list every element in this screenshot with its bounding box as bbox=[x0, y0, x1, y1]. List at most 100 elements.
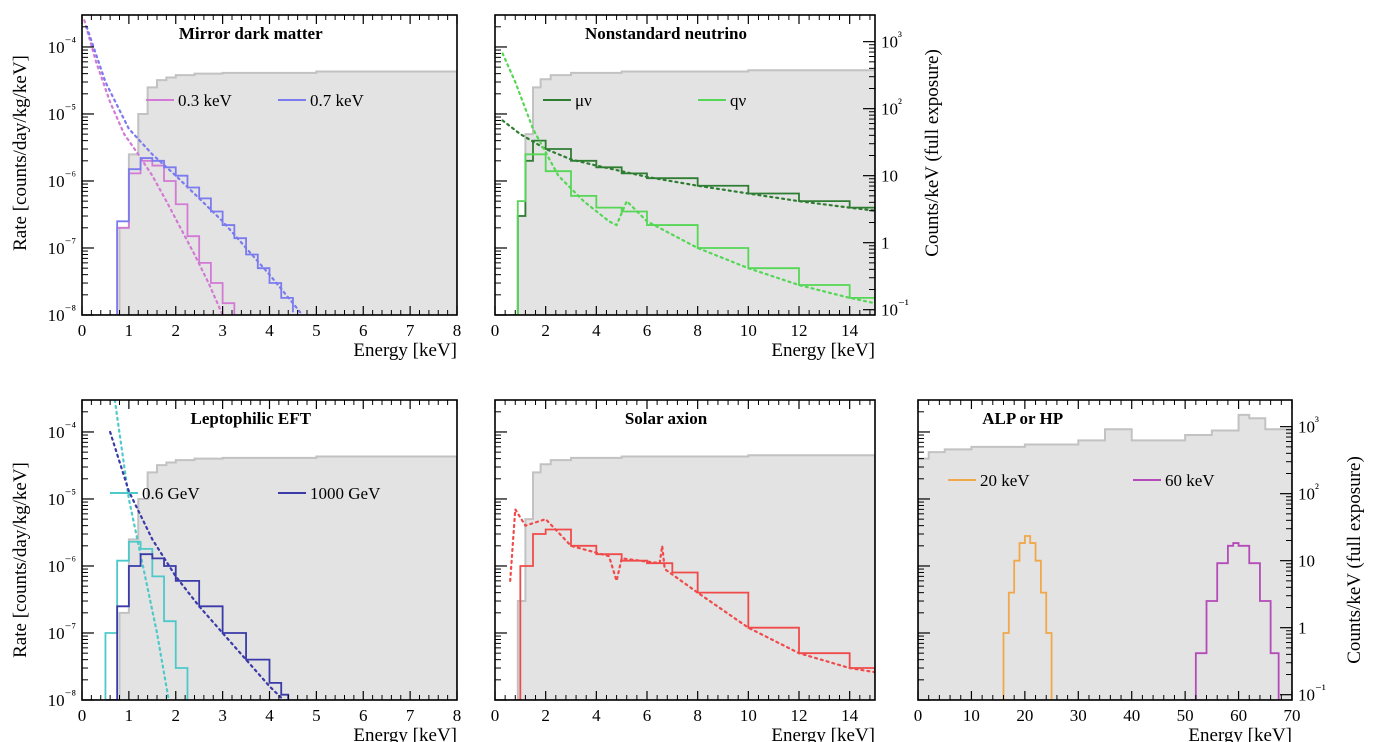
x-tick-label: 4 bbox=[592, 706, 601, 725]
x-tick-label: 7 bbox=[406, 321, 415, 340]
legend-label-0-3-kev: 0.3 keV bbox=[178, 91, 233, 110]
x-tick-label: 50 bbox=[1177, 706, 1194, 725]
x-tick-label: 2 bbox=[172, 706, 181, 725]
y-right-tick-label-base: 10 bbox=[881, 301, 898, 320]
y-tick-label-exp: ⁻⁵ bbox=[65, 486, 76, 501]
y-tick-label-exp: ⁻⁴ bbox=[65, 419, 77, 434]
x-tick-label: 8 bbox=[453, 321, 462, 340]
series-0-3-kev-histogram bbox=[116, 159, 236, 315]
series-0-3-kev-model bbox=[83, 19, 224, 315]
y-tick-label-exp: ⁻⁴ bbox=[65, 34, 77, 49]
series-1000-gev-histogram bbox=[105, 553, 290, 700]
x-tick-label: 12 bbox=[791, 321, 808, 340]
legend-label-20-kev: 20 keV bbox=[980, 471, 1030, 490]
legend-label-0-7-kev: 0.7 keV bbox=[310, 91, 365, 110]
panel-title: ALP or HP bbox=[982, 409, 1063, 428]
x-tick-label: 6 bbox=[643, 321, 652, 340]
x-axis-label: Energy [keV] bbox=[771, 725, 875, 742]
x-axis-label: Energy [keV] bbox=[353, 340, 457, 361]
ylabel-right-bottom: Counts/keV (full exposure) bbox=[1344, 456, 1365, 664]
plot-area bbox=[918, 413, 1292, 700]
y-tick-label: 10⁻⁷ bbox=[48, 235, 76, 258]
series-60-kev-histogram bbox=[1190, 542, 1280, 700]
x-tick-label: 3 bbox=[218, 321, 227, 340]
series-0-6-gev-histogram bbox=[104, 540, 189, 700]
y-right-tick-label: 10² bbox=[881, 96, 902, 119]
y-right-tick-label-base: 10 bbox=[1298, 485, 1315, 504]
y-right-tick-label-exp: ⁻¹ bbox=[1315, 682, 1326, 697]
background-spectrum bbox=[495, 454, 875, 700]
background-spectrum bbox=[918, 413, 1292, 700]
x-tick-label: 5 bbox=[312, 321, 321, 340]
y-tick-label: 10⁻⁵ bbox=[48, 101, 76, 124]
y-tick-label-exp: ⁻⁶ bbox=[65, 553, 76, 568]
legend-label-60-kev: 60 keV bbox=[1165, 471, 1215, 490]
y-tick-label-base: 10 bbox=[48, 172, 65, 191]
y-tick-label: 10⁻⁶ bbox=[48, 553, 76, 576]
y-right-tick-label: 10² bbox=[1298, 481, 1319, 504]
y-tick-label: 10⁻⁷ bbox=[48, 620, 76, 643]
series-0-7-kev-model bbox=[85, 25, 304, 315]
y-tick-label-exp: ⁻⁷ bbox=[65, 620, 76, 635]
y-right-tick-label-exp: ² bbox=[898, 96, 902, 111]
x-tick-label: 10 bbox=[740, 321, 757, 340]
y-tick-label-base: 10 bbox=[48, 624, 65, 643]
x-tick-label: 4 bbox=[265, 321, 274, 340]
x-tick-label: 6 bbox=[359, 706, 368, 725]
x-tick-label: 8 bbox=[693, 706, 702, 725]
y-right-tick-label: 10⁻¹ bbox=[1298, 682, 1326, 705]
y-tick-label-exp: ⁻⁷ bbox=[65, 235, 76, 250]
y-tick-label-base: 10 bbox=[48, 423, 65, 442]
x-axis-label: Energy [keV] bbox=[771, 340, 875, 361]
x-tick-label: 0 bbox=[914, 706, 923, 725]
panel-frame bbox=[494, 399, 876, 701]
series---histogram bbox=[510, 139, 875, 315]
y-tick-label: 10⁻⁵ bbox=[48, 486, 76, 509]
panel-frame bbox=[917, 399, 1293, 701]
y-tick-label: 10⁻⁴ bbox=[48, 34, 77, 57]
y-tick-label-base: 10 bbox=[48, 557, 65, 576]
y-right-tick-label: 1 bbox=[881, 234, 890, 253]
y-right-tick-label: 10³ bbox=[1298, 414, 1319, 437]
x-tick-label: 14 bbox=[841, 321, 859, 340]
y-right-tick-label: 10 bbox=[1298, 552, 1315, 571]
series-0-7-kev-histogram bbox=[116, 157, 294, 315]
series-q--histogram bbox=[510, 153, 875, 315]
panel-title: Solar axion bbox=[625, 409, 708, 428]
y-tick-label-exp: ⁻⁸ bbox=[65, 687, 77, 702]
y-right-tick-label-exp: ³ bbox=[898, 29, 902, 44]
x-tick-label: 5 bbox=[312, 706, 321, 725]
y-tick-label-base: 10 bbox=[48, 38, 65, 57]
y-tick-label-base: 10 bbox=[48, 691, 65, 710]
x-tick-label: 1 bbox=[125, 321, 134, 340]
x-tick-label: 10 bbox=[963, 706, 980, 725]
x-tick-label: 7 bbox=[406, 706, 415, 725]
y-right-tick-label-exp: ⁻¹ bbox=[898, 297, 909, 312]
y-right-tick-label-base: 10 bbox=[1298, 686, 1315, 705]
panel-title: Mirror dark matter bbox=[179, 24, 323, 43]
y-right-tick-label: 1 bbox=[1298, 619, 1307, 638]
y-tick-label: 10⁻⁴ bbox=[48, 419, 77, 442]
x-tick-label: 6 bbox=[359, 321, 368, 340]
x-tick-label: 0 bbox=[78, 706, 87, 725]
x-tick-label: 0 bbox=[491, 706, 500, 725]
plot-area bbox=[82, 400, 457, 700]
panel-frame bbox=[494, 14, 876, 316]
y-tick-label: 10⁻⁸ bbox=[48, 687, 77, 710]
y-tick-label: 10⁻⁸ bbox=[48, 302, 77, 325]
x-tick-label: 3 bbox=[218, 706, 227, 725]
series-0-6-gev-model bbox=[113, 400, 170, 700]
series-20-kev-histogram bbox=[998, 535, 1053, 700]
plot-area bbox=[495, 454, 875, 700]
panel-title: Leptophilic EFT bbox=[191, 409, 312, 428]
series-signal-histogram bbox=[515, 528, 875, 700]
y-tick-label-exp: ⁻⁸ bbox=[65, 302, 77, 317]
x-tick-label: 2 bbox=[541, 321, 550, 340]
x-tick-label: 20 bbox=[1016, 706, 1033, 725]
x-tick-label: 10 bbox=[740, 706, 757, 725]
y-right-tick-label: 10 bbox=[881, 167, 898, 186]
